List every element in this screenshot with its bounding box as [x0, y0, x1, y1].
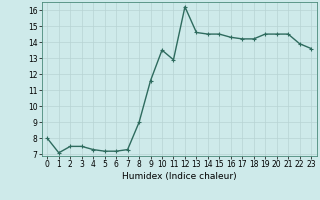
- X-axis label: Humidex (Indice chaleur): Humidex (Indice chaleur): [122, 172, 236, 181]
